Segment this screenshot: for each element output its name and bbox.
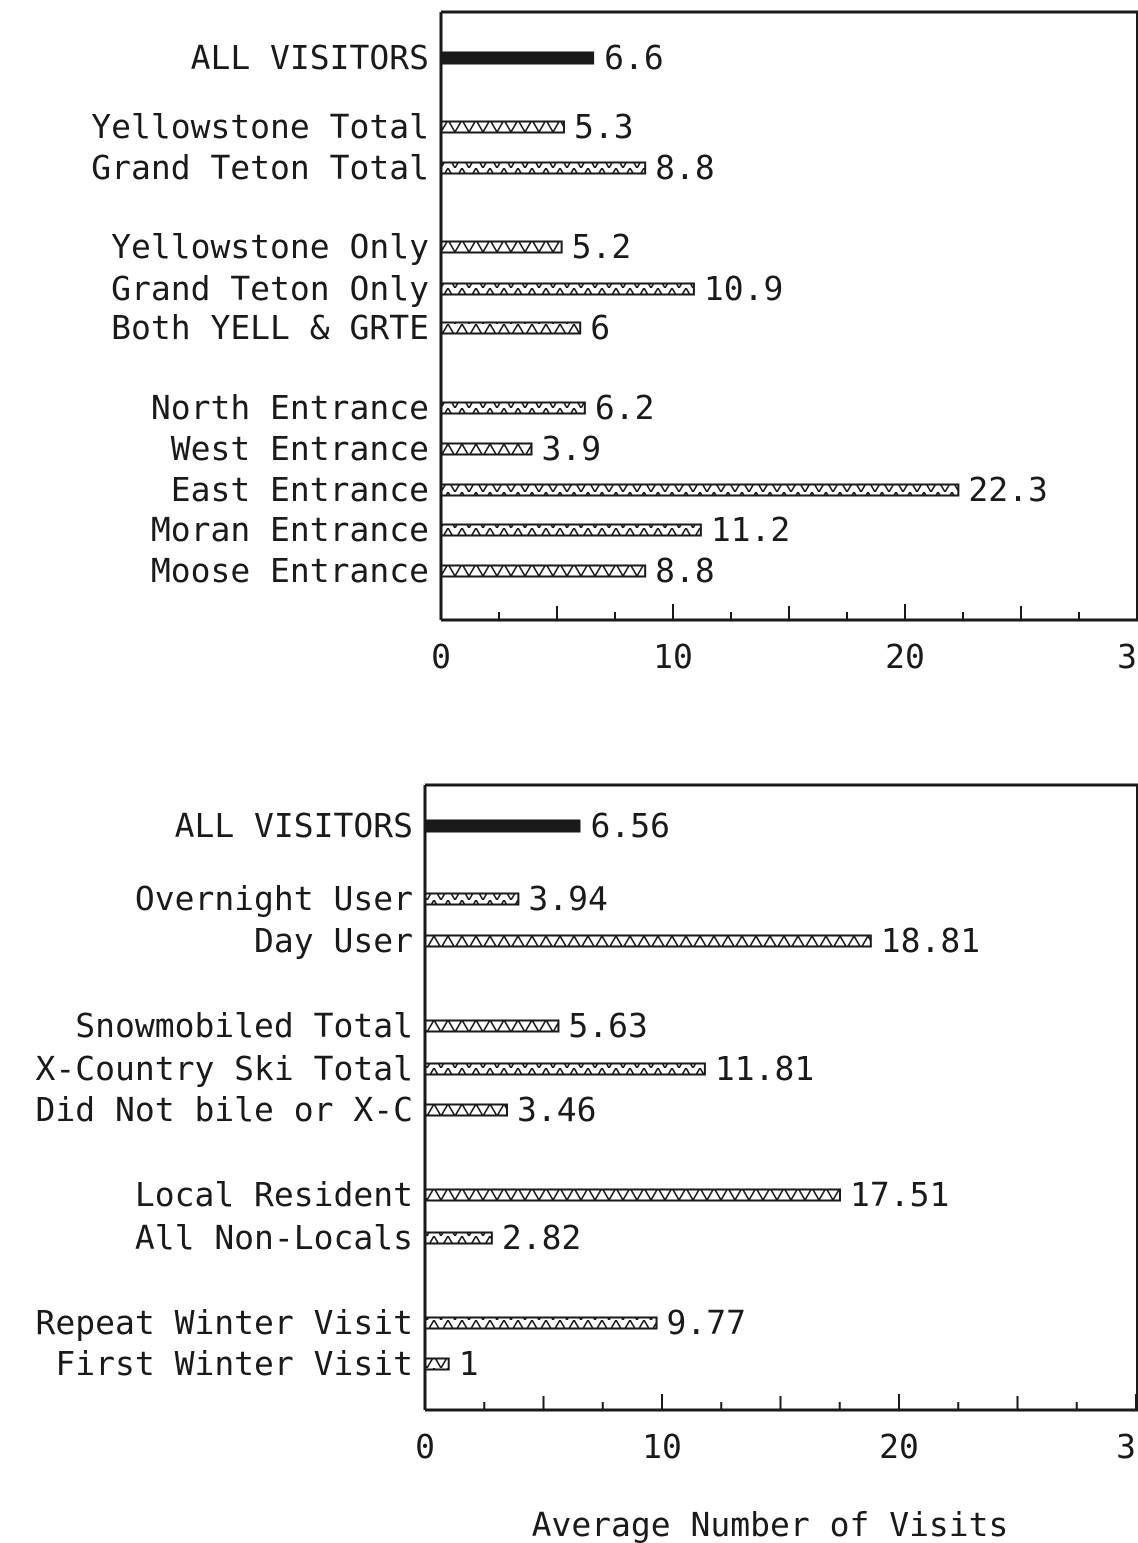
x-axis-title: Average Number of Visits [532, 1505, 1009, 1543]
bar [424, 892, 520, 906]
data-label: 5.3 [574, 107, 634, 146]
bar [425, 819, 581, 833]
category-label: Moose Entrance [151, 551, 429, 590]
data-label: 2.82 [502, 1218, 581, 1257]
bar [424, 1103, 509, 1117]
category-label: ALL VISITORS [175, 806, 413, 845]
bar [424, 1062, 706, 1076]
category-label: ALL VISITORS [191, 38, 429, 77]
data-label: 5.63 [568, 1006, 647, 1045]
category-label: Day User [254, 921, 413, 960]
data-label: 11.81 [715, 1049, 814, 1088]
bar [441, 51, 595, 65]
category-label: Grand Teton Only [111, 269, 429, 308]
data-label: 6 [590, 308, 610, 347]
x-tick-label: 20 [879, 1427, 919, 1466]
category-label: Grand Teton Total [91, 148, 429, 187]
category-label: Yellowstone Total [91, 107, 429, 146]
bar [440, 564, 647, 578]
data-label: 3.9 [541, 429, 601, 468]
data-label: 6.6 [604, 38, 664, 77]
bar [440, 401, 586, 415]
x-tick-label: 0 [415, 1427, 435, 1466]
x-tick-label: 30 [1117, 637, 1138, 676]
x-tick-label: 20 [885, 637, 925, 676]
category-label: Snowmobiled Total [75, 1006, 413, 1045]
data-label: 3.94 [528, 879, 607, 918]
category-label: Yellowstone Only [111, 227, 429, 266]
category-label: First Winter Visit [55, 1344, 413, 1383]
data-label: 8.8 [655, 148, 715, 187]
category-label: East Entrance [171, 470, 429, 509]
category-label: North Entrance [151, 388, 429, 427]
category-label: Local Resident [135, 1175, 413, 1214]
category-label: Overnight User [135, 879, 413, 918]
bar [424, 1188, 841, 1202]
category-label: West Entrance [171, 429, 429, 468]
x-tick-label: 30 [1116, 1427, 1138, 1466]
bar [440, 240, 563, 254]
bar [440, 483, 960, 497]
data-label: 17.51 [850, 1175, 949, 1214]
category-label: X-Country Ski Total [36, 1049, 414, 1088]
category-label: Did Not bile or X-C [36, 1090, 414, 1129]
bar [424, 1316, 658, 1330]
bar [440, 161, 647, 175]
bar [424, 1357, 450, 1371]
x-tick-label: 10 [653, 637, 693, 676]
x-tick-label: 0 [431, 637, 451, 676]
bar [440, 442, 533, 456]
data-label: 3.46 [517, 1090, 596, 1129]
data-label: 5.2 [572, 227, 632, 266]
data-label: 10.9 [704, 269, 783, 308]
bar [424, 1231, 493, 1245]
bar [440, 523, 702, 537]
x-tick-label: 10 [642, 1427, 682, 1466]
data-label: 1 [459, 1344, 479, 1383]
bar [440, 282, 695, 296]
category-label: Moran Entrance [151, 510, 429, 549]
data-label: 11.2 [711, 510, 790, 549]
chart-top: 0 10 20 30 ALL VISITORS 6.6 Yellowstone Total 5… [91, 10, 1138, 676]
data-label: 9.77 [667, 1303, 746, 1342]
category-label: Repeat Winter Visit [36, 1303, 414, 1342]
bar [424, 934, 872, 948]
data-label: 6.56 [590, 806, 669, 845]
chart-bottom: 0 10 20 30 ALL VISITORS 6.56 Overnight User 3.9… [36, 783, 1138, 1466]
bar [440, 120, 565, 134]
bar [440, 321, 582, 335]
data-label: 6.2 [595, 388, 655, 427]
data-label: 18.81 [881, 921, 980, 960]
data-label: 8.8 [655, 551, 715, 590]
data-label: 22.3 [968, 470, 1047, 509]
bar [424, 1019, 560, 1033]
category-label: Both YELL & GRTE [111, 308, 429, 347]
category-label: All Non-Locals [135, 1218, 413, 1257]
